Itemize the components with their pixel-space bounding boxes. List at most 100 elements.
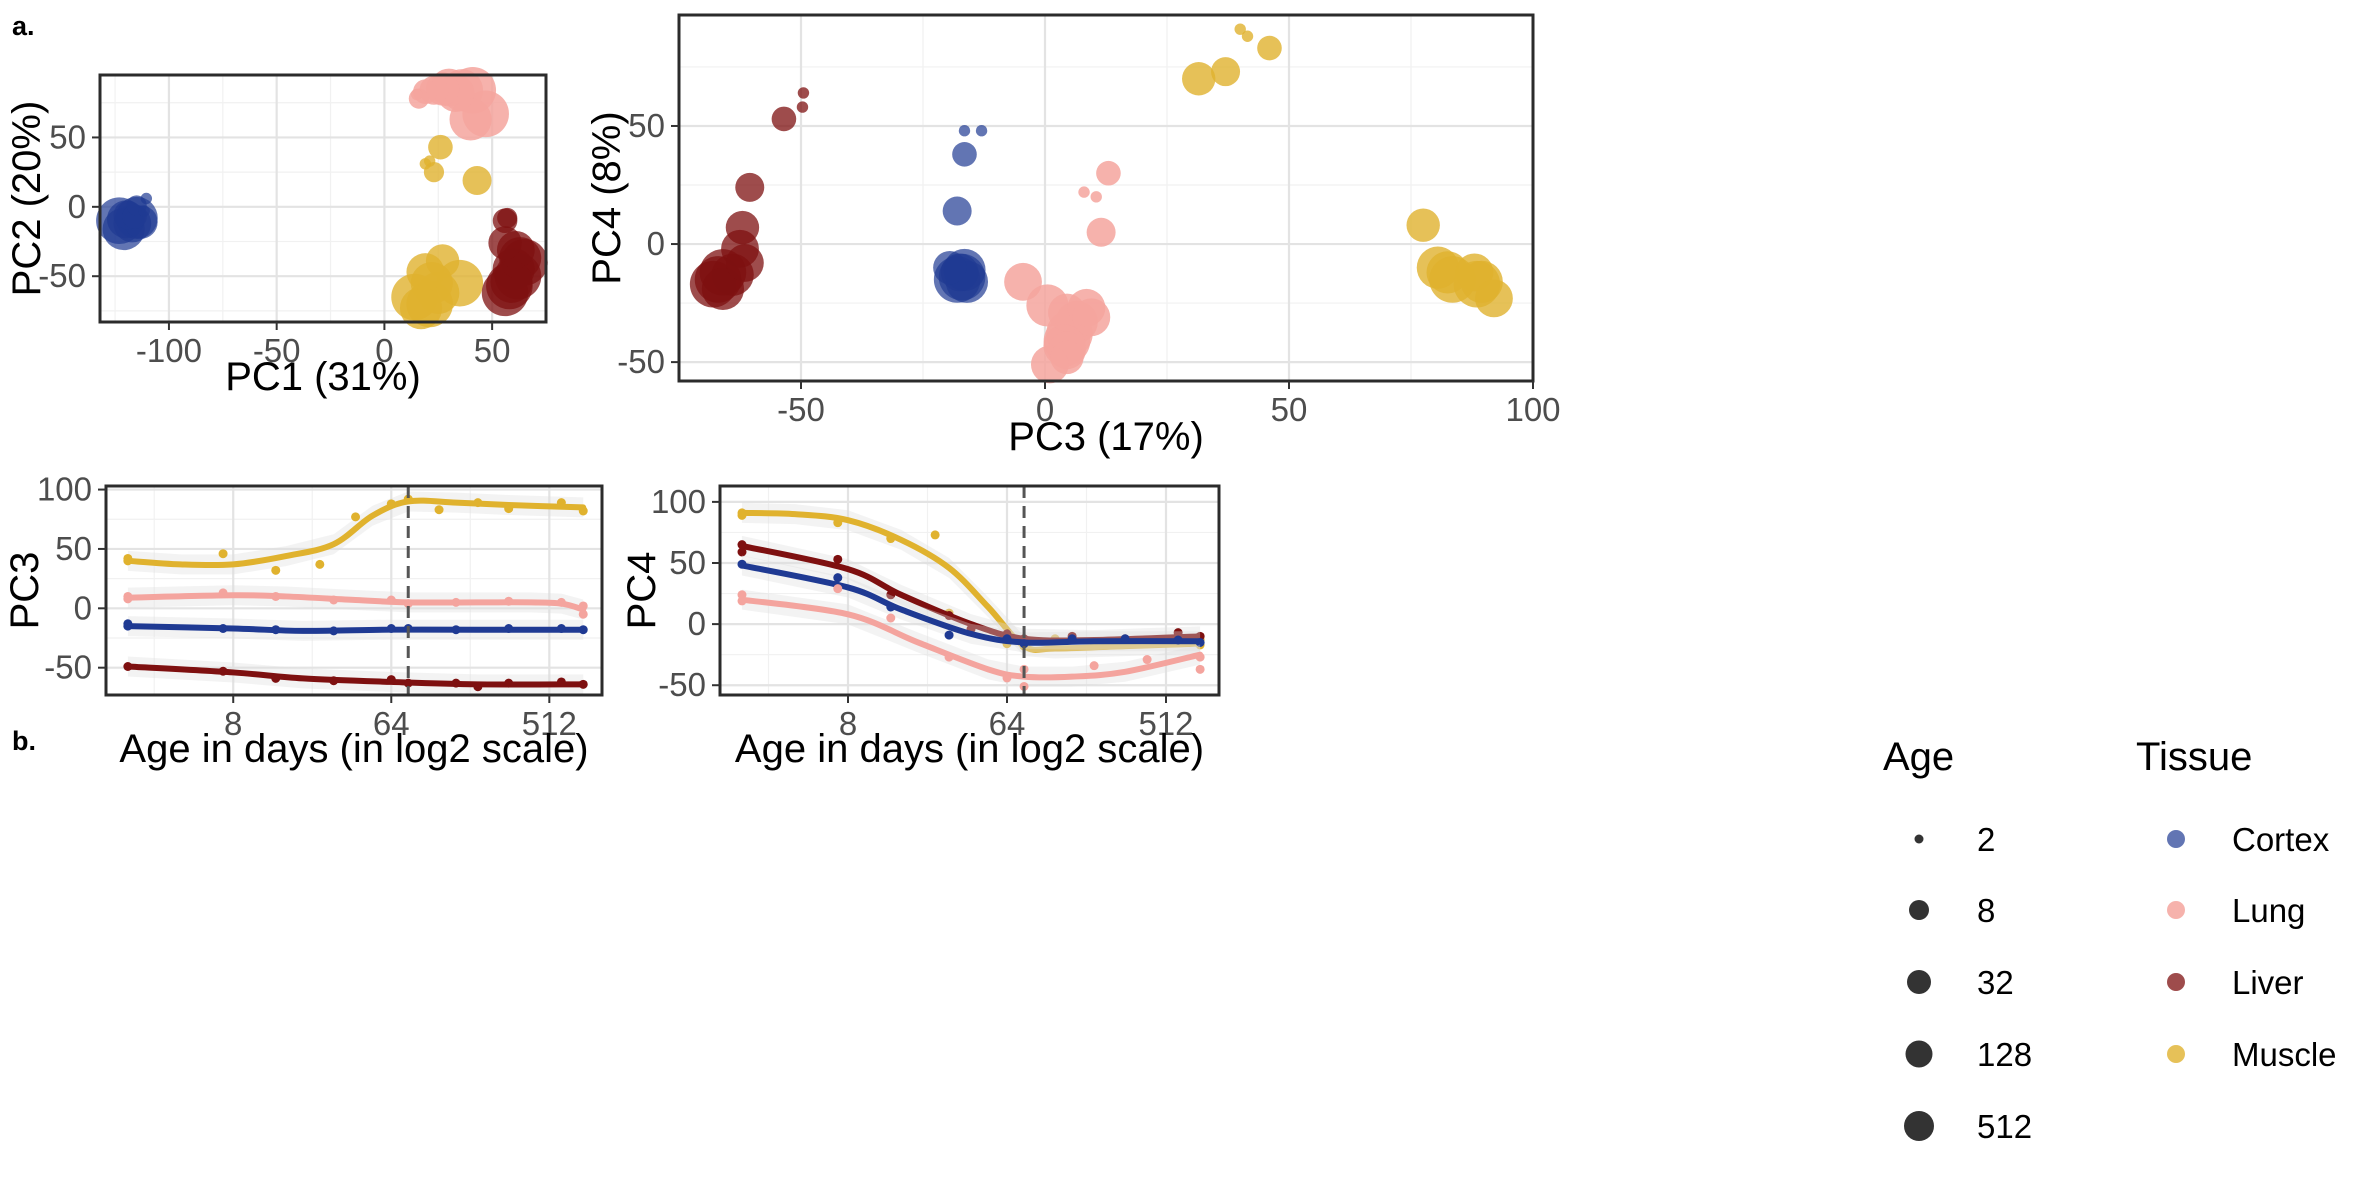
point-liver [497, 207, 518, 229]
x-axis-label: PC1 (31%) [225, 355, 421, 399]
y-tick-label: 0 [74, 589, 92, 626]
x-tick-label: 0 [375, 332, 393, 369]
series-cortex [933, 125, 989, 303]
point-lung [1078, 186, 1090, 198]
point-liver [725, 244, 764, 282]
legend-age-dot [1905, 1040, 1933, 1068]
point-cortex [504, 624, 514, 633]
legend-age-title: Age [1883, 735, 1954, 779]
point-cortex [1120, 634, 1130, 644]
point-liver [737, 540, 747, 550]
point-lung [1050, 340, 1084, 375]
point-cortex [1019, 639, 1029, 649]
point-lung [944, 652, 954, 662]
y-tick-label: 100 [37, 471, 92, 508]
point-liver [488, 226, 522, 260]
point-liver [473, 682, 483, 692]
point-muscle [1182, 62, 1216, 96]
point-cortex [952, 142, 977, 167]
point-cortex [886, 602, 896, 612]
point-cortex [451, 625, 461, 635]
series-lung [1004, 160, 1121, 384]
legend-tissue-label: Muscle [2232, 1036, 2337, 1073]
y-axis-label: PC4 (8%) [585, 111, 629, 284]
point-muscle [1211, 57, 1241, 87]
confidence-band [127, 491, 584, 575]
point-liver [725, 210, 760, 245]
panel-label-a: a. [12, 11, 35, 41]
legend: Age 2 8 32 128 512 Tissue Cortex Lung [1883, 735, 2337, 1145]
y-tick-label: 0 [647, 225, 665, 262]
y-tick-label: 100 [651, 483, 706, 520]
point-liver [451, 678, 461, 688]
point-lung [386, 595, 396, 605]
legend-age-dot [1907, 970, 1931, 994]
series-cortex [123, 616, 588, 641]
fit-line-muscle [124, 497, 587, 569]
x-tick-label: -100 [136, 332, 202, 369]
point-lung [578, 601, 588, 611]
legend-tissue-item: Lung [2167, 892, 2305, 929]
y-axis-label: PC3 [3, 552, 47, 630]
series-liver [481, 207, 548, 317]
legend-age-label: 2 [1977, 821, 1995, 858]
legend-age-item: 8 [1909, 892, 1995, 929]
plot-frame [677, 13, 1535, 383]
legend-age-dot [1909, 900, 1929, 920]
point-liver [123, 662, 133, 671]
point-cortex [218, 624, 228, 633]
point-liver [797, 87, 810, 99]
point-muscle [1241, 30, 1254, 42]
point-muscle [425, 244, 460, 278]
point-muscle [1455, 253, 1494, 292]
series-liver [123, 656, 588, 695]
y-tick-label: 50 [55, 530, 92, 567]
pc3-vs-age-line: 8 64 512 -50 0 50 100 Age in days (in log2 scal… [3, 471, 604, 771]
confidence-band [741, 502, 1201, 659]
point-muscle [403, 494, 413, 504]
point-lung [1142, 655, 1152, 665]
point-muscle [578, 506, 588, 516]
series-lung [408, 66, 509, 141]
y-tick-label: -50 [617, 343, 665, 380]
x-tick-label: 100 [1505, 391, 1560, 428]
point-muscle [386, 499, 396, 509]
point-cortex [386, 624, 396, 633]
legend-age-dot [1904, 1111, 1934, 1141]
point-cortex [942, 196, 972, 226]
legend-tissue-item: Cortex [2167, 821, 2330, 858]
point-muscle [473, 498, 483, 508]
point-muscle [315, 559, 325, 569]
legend-swatch-liver [2167, 973, 2185, 991]
point-cortex [140, 192, 153, 205]
point-cortex [958, 125, 971, 137]
legend-tissue-item: Muscle [2167, 1036, 2337, 1073]
point-cortex [1002, 634, 1012, 644]
point-lung [1096, 160, 1121, 186]
point-liver [701, 267, 745, 311]
legend-age-item: 512 [1904, 1108, 2032, 1145]
fit-line-muscle [738, 509, 1204, 653]
y-tick-label: -50 [38, 257, 86, 294]
series-cortex [96, 192, 158, 251]
fit-line-liver [124, 663, 587, 688]
plot-frame [98, 73, 548, 324]
point-lung [1086, 217, 1116, 247]
point-muscle [428, 134, 453, 160]
y-axis-label: PC2 (20%) [5, 101, 49, 297]
y-tick-label: 50 [669, 544, 706, 581]
x-tick-label: 64 [373, 705, 410, 742]
point-muscle [423, 155, 436, 167]
y-axis-label: PC4 [620, 552, 664, 630]
x-tick-label: -50 [777, 391, 825, 428]
legend-swatch-lung [2167, 901, 2185, 919]
point-muscle [399, 287, 443, 330]
legend-swatch-cortex [2167, 830, 2185, 848]
point-liver [771, 106, 797, 132]
point-muscle [218, 549, 228, 559]
point-lung [578, 609, 588, 619]
confidence-band [741, 535, 1201, 650]
point-cortex [271, 625, 281, 635]
legend-age-item: 2 [1914, 821, 1995, 858]
